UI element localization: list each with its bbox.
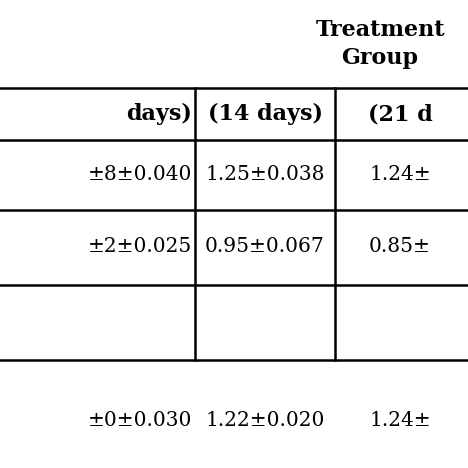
Text: 1.22±0.020: 1.22±0.020	[205, 410, 325, 430]
Text: 1.24±: 1.24±	[369, 166, 431, 184]
Text: 0.95±0.067: 0.95±0.067	[205, 237, 325, 256]
Text: 1.24±: 1.24±	[369, 410, 431, 430]
Text: Treatment
Group: Treatment Group	[315, 20, 445, 68]
Text: ±0±0.030: ±0±0.030	[88, 410, 192, 430]
Text: 1.25±0.038: 1.25±0.038	[205, 166, 325, 184]
Text: ±2±0.025: ±2±0.025	[88, 237, 192, 256]
Text: (14 days): (14 days)	[207, 103, 322, 125]
Text: (21 d: (21 d	[368, 103, 432, 125]
Text: 0.85±: 0.85±	[369, 237, 431, 256]
Text: ±8±0.040: ±8±0.040	[88, 166, 192, 184]
Text: days): days)	[126, 103, 192, 125]
